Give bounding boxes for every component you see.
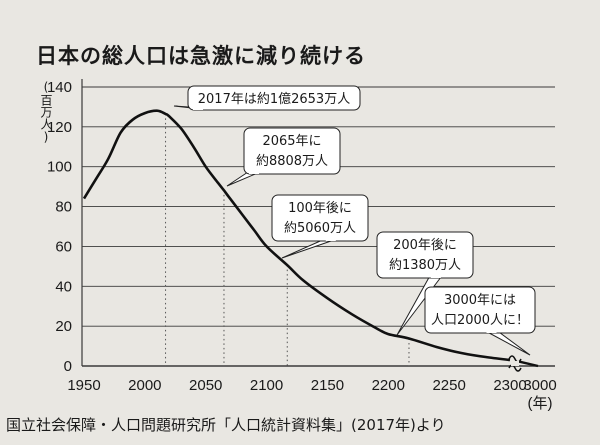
source-note: 国立社会保障・人口問題研究所「人口統計資料集」(2017年)より xyxy=(6,416,446,434)
axis-break-mark xyxy=(508,364,522,372)
callout-pointer xyxy=(485,330,531,356)
y-tick-label: 120 xyxy=(47,119,72,136)
callout-box xyxy=(187,85,361,111)
callout-text: 約8808万人 xyxy=(256,154,328,169)
x-tick-label: 2200 xyxy=(372,377,405,394)
callout-pointer xyxy=(281,238,337,259)
y-axis-unit: ( 百万人 ) xyxy=(39,80,53,144)
y-tick-label: 60 xyxy=(55,238,72,255)
x-tick-label: 2250 xyxy=(432,377,465,394)
x-tick-label: 1950 xyxy=(67,377,100,394)
callout-box xyxy=(376,231,474,279)
y-tick-label: 0 xyxy=(64,358,72,375)
population-line xyxy=(82,109,511,362)
callout-box xyxy=(243,127,341,175)
x-tick-label: 3000 xyxy=(523,377,556,394)
x-tick-label: 2000 xyxy=(128,377,161,394)
x-tick-label: 2300 xyxy=(493,377,526,394)
x-tick-label: 2100 xyxy=(250,377,283,394)
callout-box xyxy=(424,286,536,334)
callout-pointer xyxy=(226,171,261,187)
y-tick-label: 100 xyxy=(47,159,72,176)
callout-seam xyxy=(486,330,497,333)
callout-text: 3000年には xyxy=(444,293,516,308)
callout-seam xyxy=(193,107,203,110)
x-axis-unit: (年) xyxy=(528,395,553,412)
axis-break-gap xyxy=(511,361,519,366)
callout-text: 2017年は約1億2653万人 xyxy=(198,91,350,107)
y-tick-label: 140 xyxy=(47,79,72,96)
population-line-after-break xyxy=(518,360,539,368)
callout-seam xyxy=(249,171,259,174)
x-tick-label: 2150 xyxy=(311,377,344,394)
callout-seam xyxy=(430,275,441,278)
callout-text: 人口2000人に！ xyxy=(431,313,529,328)
callout-seam xyxy=(325,238,336,241)
y-tick-label: 40 xyxy=(55,278,72,295)
chart-title: 日本の総人口は急激に減り続ける xyxy=(36,44,366,68)
y-tick-label: 20 xyxy=(55,318,72,335)
callout-text: 100年後に xyxy=(288,201,352,216)
x-tick-label: 2050 xyxy=(189,377,222,394)
y-tick-label: 80 xyxy=(55,199,72,216)
callout-text: 2065年に xyxy=(262,134,321,149)
axis-break-mark xyxy=(508,355,522,363)
callout-text: 約1380万人 xyxy=(389,258,461,273)
callout-box xyxy=(271,194,369,242)
callout-text: 約5060万人 xyxy=(284,221,356,236)
callout-text: 200年後に xyxy=(393,238,457,253)
y-axis-label: 百万人 xyxy=(39,94,53,130)
